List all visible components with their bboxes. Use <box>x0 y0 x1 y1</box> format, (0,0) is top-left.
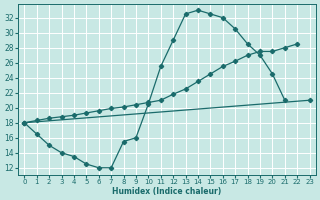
X-axis label: Humidex (Indice chaleur): Humidex (Indice chaleur) <box>112 187 221 196</box>
